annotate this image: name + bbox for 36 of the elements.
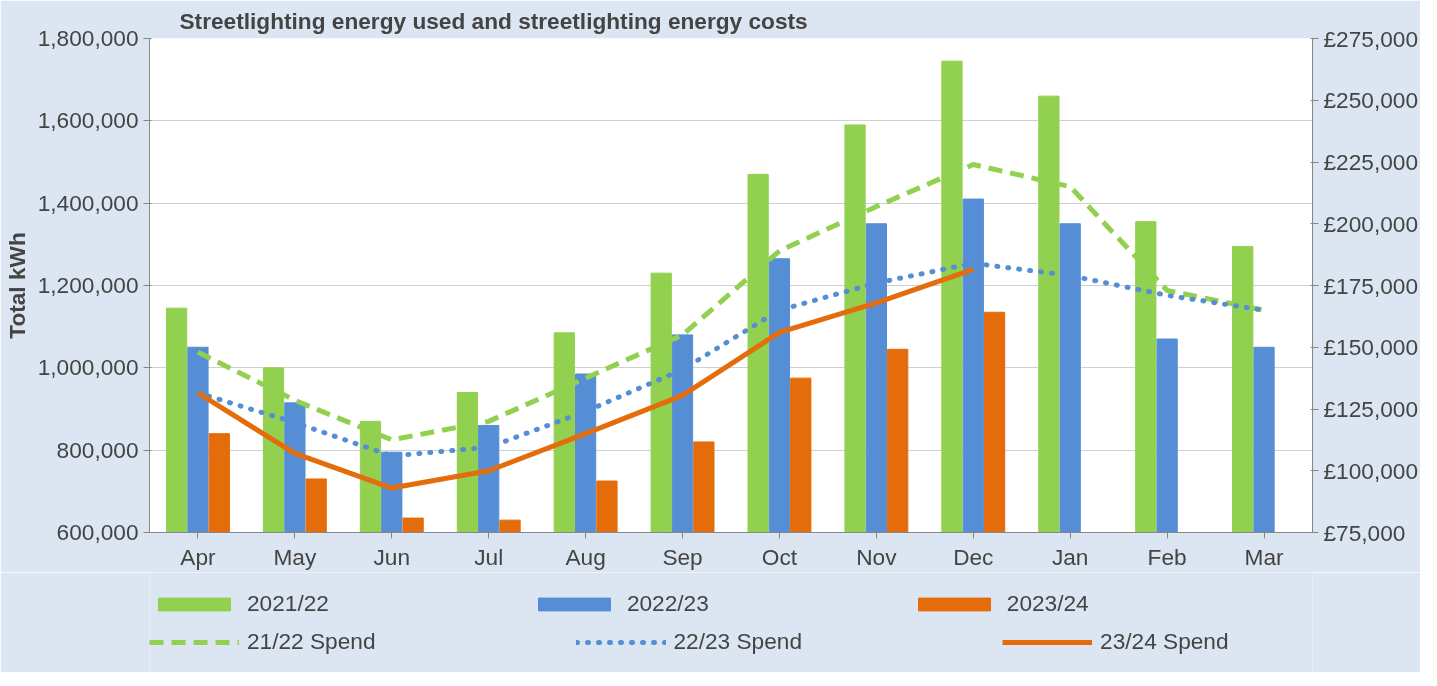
legend-label: 21/22 Spend — [247, 628, 376, 655]
y2-tick-label: £100,000 — [1323, 457, 1418, 484]
y-tick-label: 1,800,000 — [37, 25, 139, 51]
y2-tick-label: £250,000 — [1323, 87, 1418, 114]
x-tick-label: Sep — [662, 543, 703, 570]
x-tick-label: Jun — [373, 543, 411, 570]
legend-label: 2023/24 — [1006, 590, 1089, 617]
x-tick-label: Aug — [565, 543, 606, 570]
x-tick-label: Jul — [474, 543, 504, 570]
y2-tick-label: £75,000 — [1323, 519, 1406, 546]
y-tick-label: 600,000 — [56, 519, 139, 545]
y-tick-label: 1,000,000 — [37, 354, 139, 381]
y-tick-label: 1,400,000 — [37, 189, 139, 216]
y-tick-label: 1,200,000 — [37, 272, 139, 298]
legend-label: 22/23 Spend — [673, 628, 803, 655]
x-tick-label: Mar — [1244, 543, 1285, 570]
y2-tick-label: £125,000 — [1323, 396, 1418, 422]
y-tick-label: 800,000 — [56, 436, 139, 463]
x-tick-label: Feb — [1147, 543, 1187, 570]
x-tick-label: Oct — [761, 543, 798, 570]
x-tick-label: Apr — [180, 543, 217, 570]
y2-tick-label: £150,000 — [1323, 334, 1418, 361]
x-tick-label: Nov — [856, 543, 898, 570]
x-tick-label: May — [273, 543, 317, 570]
legend-label: 2022/23 — [626, 590, 709, 617]
x-tick-label: Dec — [953, 543, 994, 570]
y2-tick-label: £200,000 — [1323, 210, 1418, 237]
y2-tick-label: £225,000 — [1323, 149, 1418, 175]
y2-tick-label: £175,000 — [1323, 272, 1418, 299]
chart-title: Streetlighting energy used and streetlighting energy costs — [179, 7, 808, 34]
y-tick-label: 1,600,000 — [37, 107, 139, 134]
y-axis-title: Total kWh — [3, 232, 30, 339]
x-tick-label: Jan — [1051, 543, 1089, 570]
legend-label: 23/24 Spend — [1100, 628, 1229, 655]
legend-label: 2021/22 — [247, 590, 329, 617]
y2-tick-label: £275,000 — [1323, 25, 1418, 52]
